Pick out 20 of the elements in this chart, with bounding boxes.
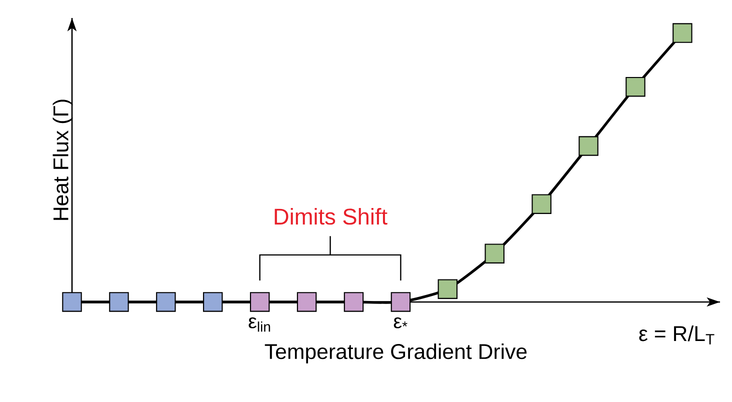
x-axis-title: Temperature Gradient Drive bbox=[264, 343, 527, 364]
point bbox=[672, 23, 692, 43]
x-tick-label: ε$_{*}$ bbox=[394, 317, 408, 328]
point bbox=[62, 292, 82, 312]
point bbox=[344, 292, 364, 312]
text: ε = R/L$_{T}$ bbox=[639, 326, 714, 344]
point bbox=[156, 292, 176, 312]
point bbox=[532, 194, 552, 214]
point bbox=[578, 136, 598, 156]
annotation: Dimits Shift bbox=[274, 208, 388, 225]
x-tick-label: ε$_{lin}$ bbox=[248, 317, 270, 332]
point bbox=[390, 292, 411, 312]
point bbox=[250, 292, 270, 312]
point bbox=[203, 292, 223, 312]
point bbox=[296, 292, 317, 312]
y-axis-title: Heat Flux (Γ) bbox=[52, 100, 73, 220]
point bbox=[438, 279, 458, 299]
point bbox=[109, 292, 129, 312]
point bbox=[484, 244, 504, 264]
point bbox=[626, 76, 646, 97]
